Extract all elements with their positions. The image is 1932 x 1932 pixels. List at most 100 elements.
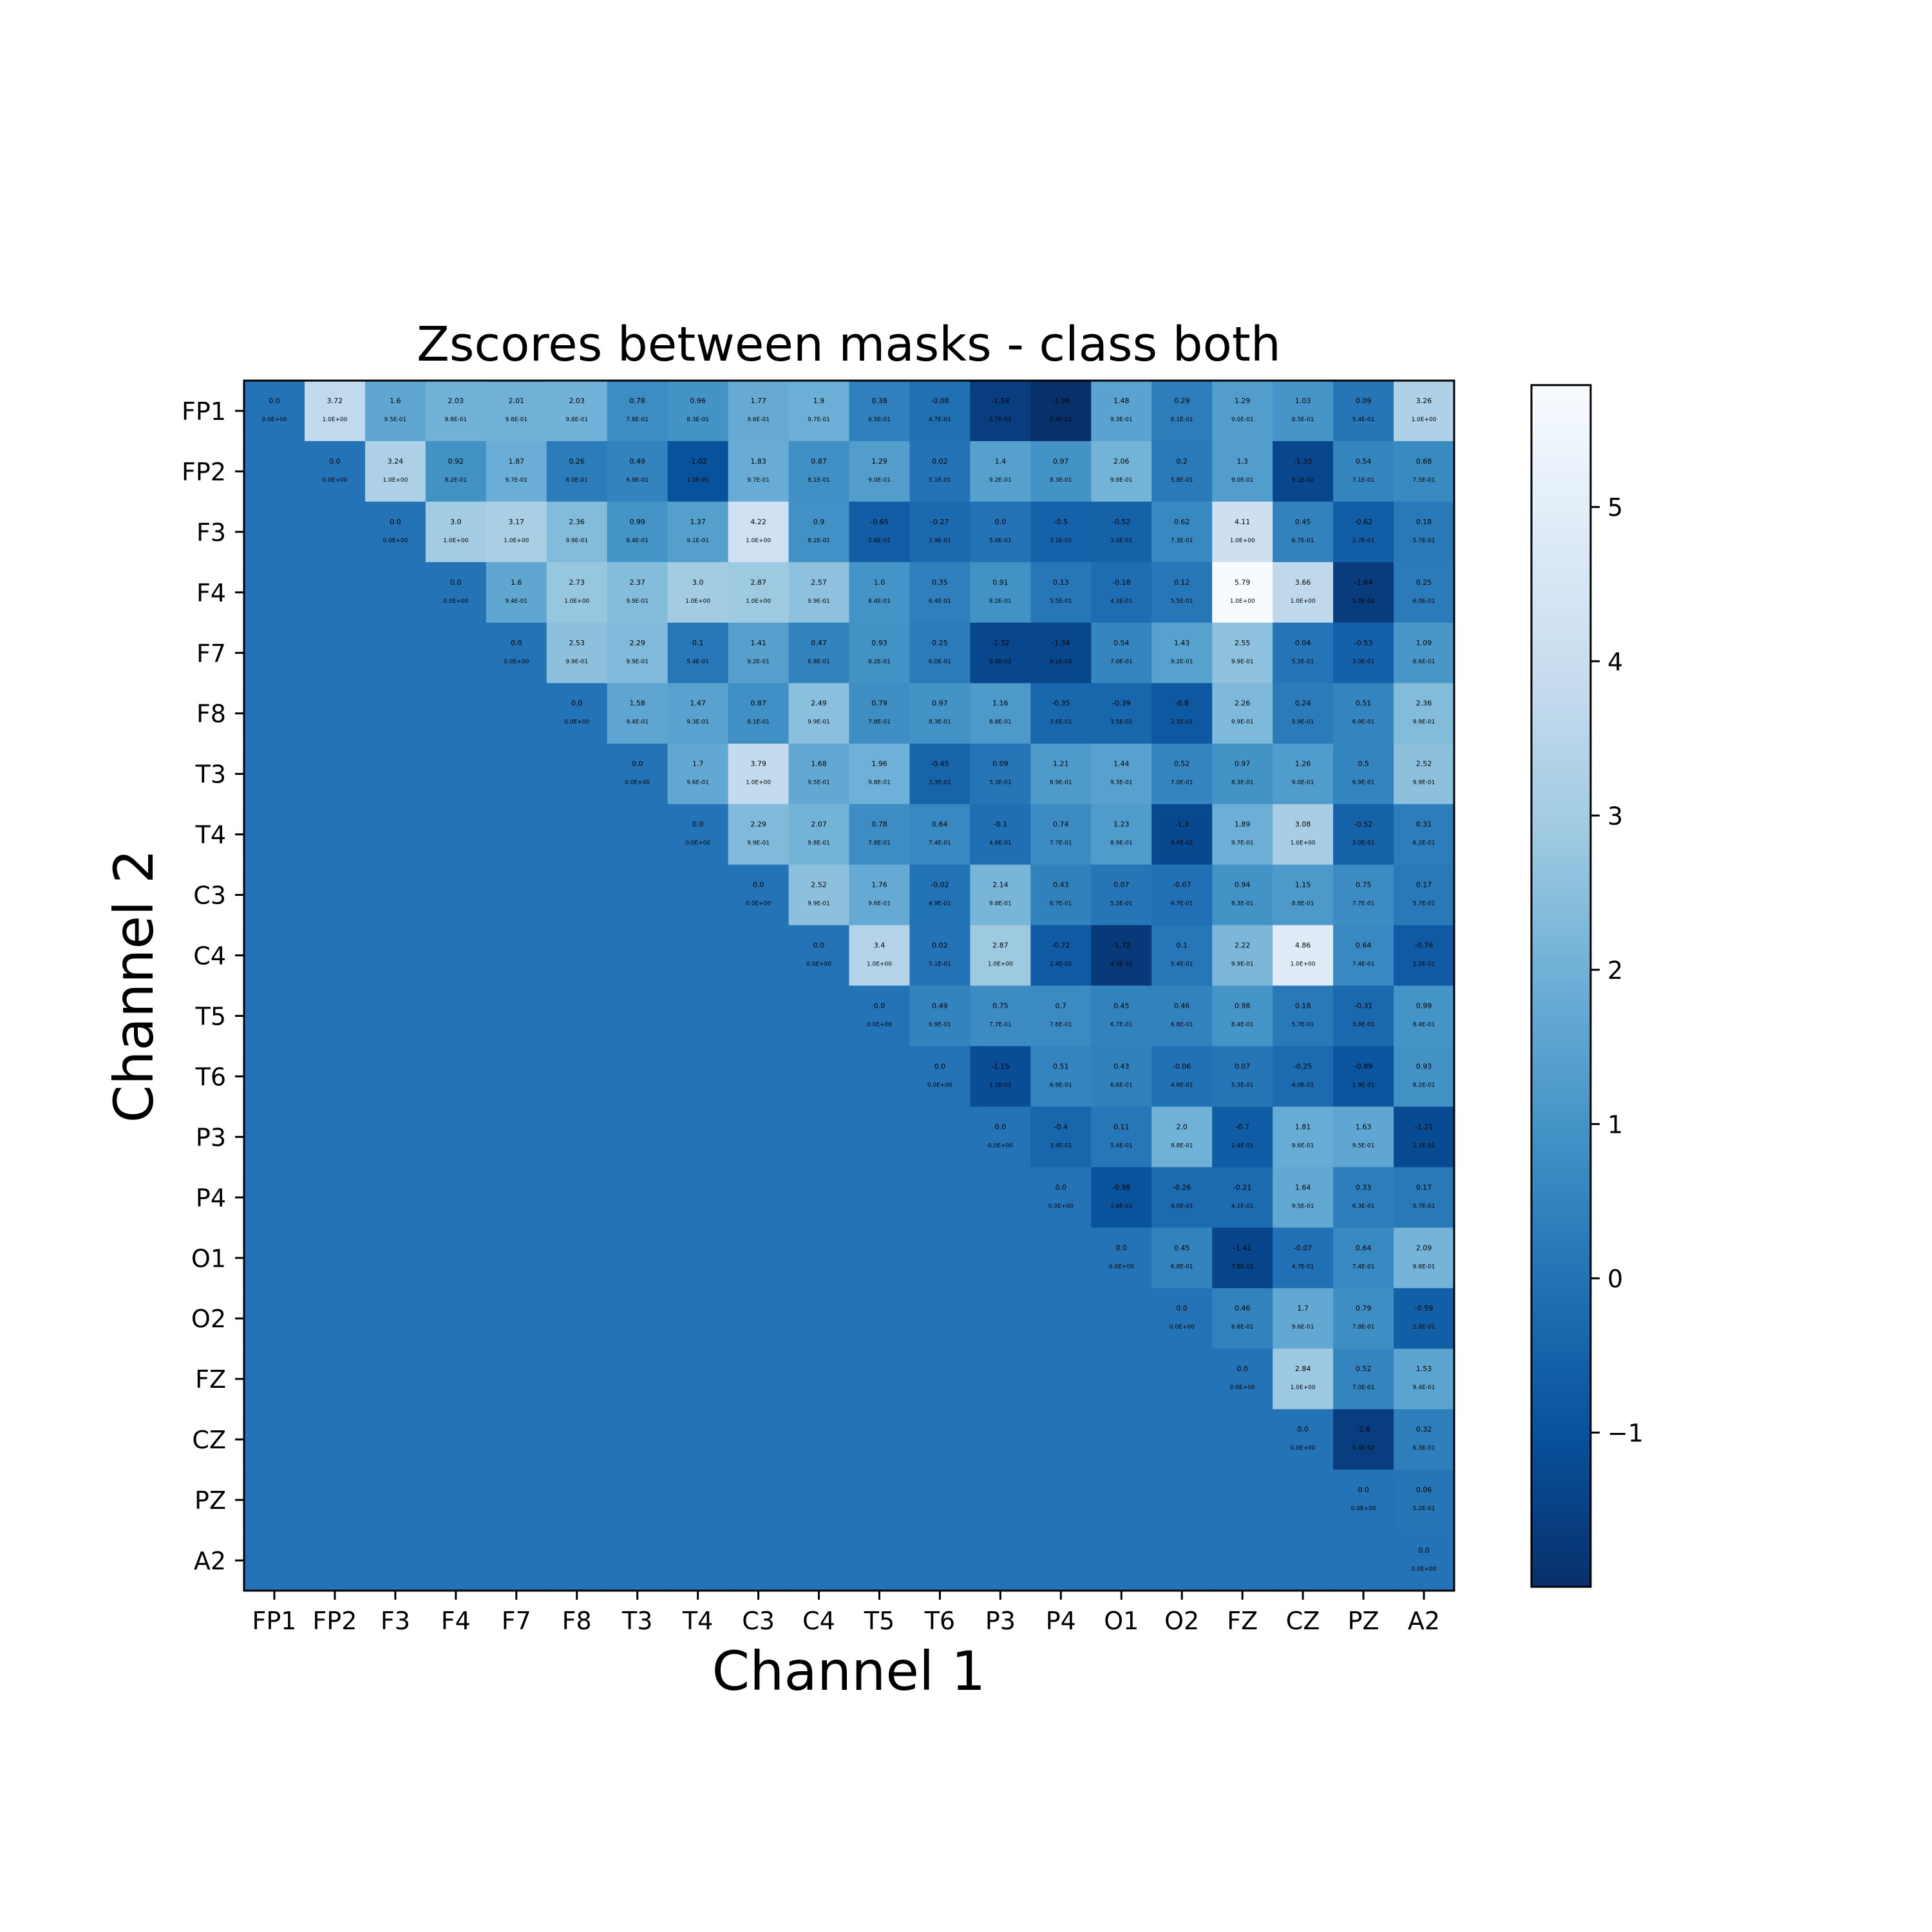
heatmap-cell [546,440,608,502]
cell-pvalue-label: 5.7E-02 [989,417,1012,423]
cell-zscore-label: 1.58 [629,699,645,708]
heatmap-cell [244,925,305,987]
cell-zscore-label: 1.4 [995,457,1007,466]
cell-pvalue-label: 6.5E-01 [868,417,891,423]
heatmap-cell [546,743,608,805]
heatmap-cell [667,925,729,987]
cell-zscore-label: -0.53 [1354,639,1372,647]
cell-zscore-label: -1.15 [991,1062,1009,1070]
heatmap-cell [788,622,850,684]
heatmap-cell [607,440,668,502]
heatmap-cell [909,381,971,442]
heatmap-cell [909,743,971,805]
cell-pvalue-label: 3.0E-01 [1352,840,1375,847]
heatmap-cell [546,381,608,442]
colorbar-tick-label: 0 [1607,1265,1623,1293]
heatmap-cell [788,1470,850,1531]
cell-zscore-label: 0.9 [813,518,825,526]
heatmap-cell [244,1470,305,1531]
heatmap-cell [1394,381,1455,442]
y-axis-ticks: FP1 FP2 F3 F4 F7 F8 T3 T4 C3 C4 T5 T6 P3 P4 O1 O2 FZ CZ PZ… [182,397,244,1575]
cell-pvalue-label: 0.0E+00 [988,1142,1013,1149]
cell-pvalue-label: 6.6E-01 [1110,1082,1133,1088]
heatmap-cell [607,381,668,442]
cell-zscore-label: 0.04 [1295,639,1311,647]
heatmap-cell [970,985,1031,1047]
heatmap-cell [244,501,305,563]
cell-zscore-label: 0.07 [1235,1062,1251,1070]
heatmap-cell [970,743,1031,805]
cell-zscore-label: 1.7 [1297,1304,1309,1312]
y-tick-label: T6 [195,1063,226,1091]
cell-pvalue-label: 8.6E-01 [1413,659,1435,665]
heatmap-cell [1151,925,1213,987]
cell-zscore-label: 0.79 [871,699,887,708]
cell-zscore-label: -1.3 [1175,820,1188,829]
cell-pvalue-label: 6.0E-01 [929,659,951,665]
heatmap-cell [1030,1470,1092,1531]
cell-pvalue-label: 8.9E-01 [1110,840,1133,847]
x-tick-label: FP1 [252,1607,297,1635]
heatmap-cell [244,864,305,926]
cell-zscore-label: 0.0 [934,1062,946,1070]
cell-pvalue-label: 4.7E-01 [1292,1264,1314,1270]
heatmap-cell [244,804,305,866]
cell-zscore-label: 0.62 [1174,518,1190,526]
heatmap-cell [1333,1167,1394,1228]
heatmap-cell [425,1227,487,1289]
heatmap-cell [365,1227,426,1289]
cell-pvalue-label: 0.0E+00 [927,1082,952,1088]
colorbar-tick-label: 1 [1607,1110,1623,1139]
y-tick-label: A2 [194,1547,226,1575]
cell-zscore-label: 1.6 [390,397,401,405]
heatmap-cell [425,683,487,744]
heatmap-cell [1273,683,1334,744]
heatmap-cell [728,743,790,805]
cell-zscore-label: 1.43 [1174,639,1190,647]
heatmap-cell [1091,1167,1152,1228]
heatmap-cell [546,864,608,926]
heatmap-cell [849,1409,911,1470]
heatmap-cell [486,440,547,502]
heatmap-cell [1030,1227,1092,1289]
cell-zscore-label: 0.54 [1356,457,1372,466]
heatmap-cell [1212,440,1273,502]
x-tick-label: F7 [502,1607,531,1635]
heatmap-cell [1030,381,1092,442]
heatmap-cell [607,1106,668,1168]
cell-pvalue-label: 2.8E-01 [1413,1324,1435,1331]
x-tick-label: T4 [682,1607,713,1635]
heatmap-cell [425,440,487,502]
cell-zscore-label: 1.53 [1416,1365,1432,1373]
cell-pvalue-label: 9.9E-01 [808,598,830,605]
cell-zscore-label: -1.34 [1052,639,1070,647]
heatmap-cell [607,1227,668,1289]
cell-zscore-label: 3.72 [327,397,343,405]
cell-pvalue-label: 8.3E-01 [1231,901,1254,907]
cell-pvalue-label: 1.6E-01 [1110,1203,1133,1209]
x-tick-label: C4 [802,1607,835,1635]
cell-zscore-label: 1.3 [1236,457,1248,466]
colorbar-tick-label: 3 [1607,802,1623,830]
cell-pvalue-label: 3.6E-01 [1050,719,1072,726]
y-axis-label: Channel 2 [102,849,166,1122]
cell-pvalue-label: 2.1E-01 [1171,719,1193,726]
heatmap-cell [1091,804,1152,866]
heatmap-cell [1030,683,1092,744]
x-axis-ticks: FP1 FP2 F3 F4 F7 F8 T3 T4 C3 C4 T5 T6 P3 P4 O1 O2 FZ CZ PZ… [252,1591,1440,1635]
heatmap-cell [1273,562,1334,623]
cell-pvalue-label: 9.6E-02 [1171,840,1193,847]
heatmap-cell [304,864,366,926]
cell-zscore-label: 4.86 [1295,942,1311,950]
heatmap-cell [425,864,487,926]
cell-pvalue-label: 8.4E-01 [868,598,891,605]
heatmap-cell [304,1530,366,1591]
cell-zscore-label: 0.96 [690,397,706,405]
plot-frame [243,379,1455,1592]
heatmap-cell [425,1106,487,1168]
cell-pvalue-label: 1.0E+00 [988,961,1013,968]
cell-zscore-label: 0.92 [448,457,464,466]
heatmap-cell [1212,1106,1273,1168]
heatmap-cell [1394,683,1455,744]
cell-zscore-label: -0.5 [1054,518,1068,526]
